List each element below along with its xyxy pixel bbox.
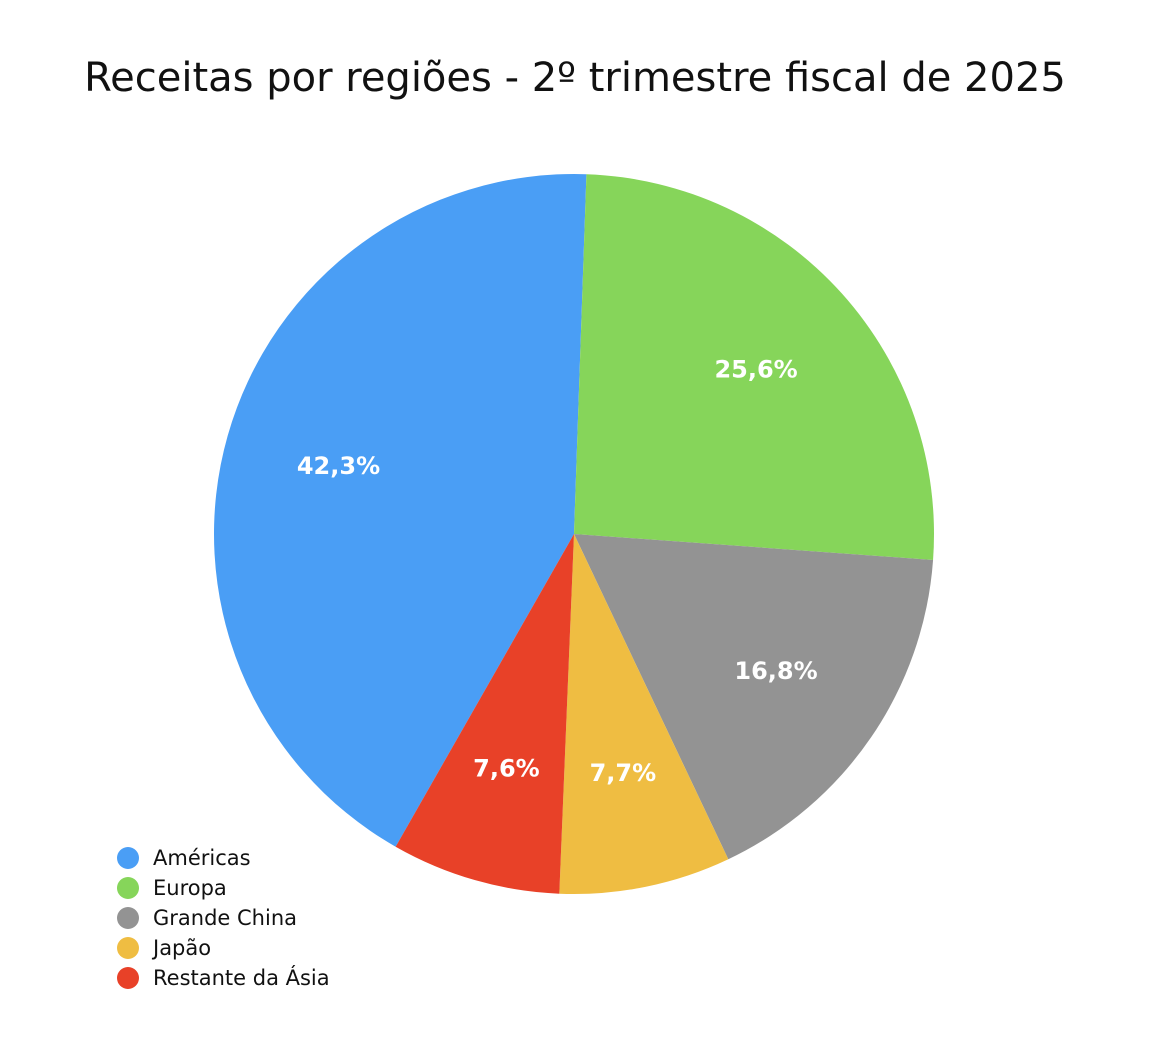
data-label: 25,6%: [714, 355, 797, 383]
legend-label: Américas: [153, 846, 251, 870]
legend-label: Europa: [153, 876, 227, 900]
data-label: 7,7%: [590, 759, 657, 787]
legend-marker: [117, 847, 139, 869]
legend-marker: [117, 937, 139, 959]
pie-slice: [559, 534, 729, 895]
data-label: 16,8%: [734, 657, 817, 685]
legend-label: Restante da Ásia: [153, 965, 330, 990]
pie-slice: [574, 534, 934, 860]
legend-marker: [117, 907, 139, 929]
pie-slice: [574, 174, 934, 560]
legend-label: Grande China: [153, 906, 297, 930]
data-label: 7,6%: [473, 754, 540, 782]
chart-title: Receitas por regiões - 2º trimestre fisc…: [84, 55, 1066, 101]
pie-slice: [213, 173, 587, 847]
legend-label: Japão: [151, 936, 211, 960]
legend-marker: [117, 877, 139, 899]
pie-slice: [395, 534, 574, 894]
data-label: 42,3%: [297, 452, 380, 480]
legend-marker: [117, 967, 139, 989]
